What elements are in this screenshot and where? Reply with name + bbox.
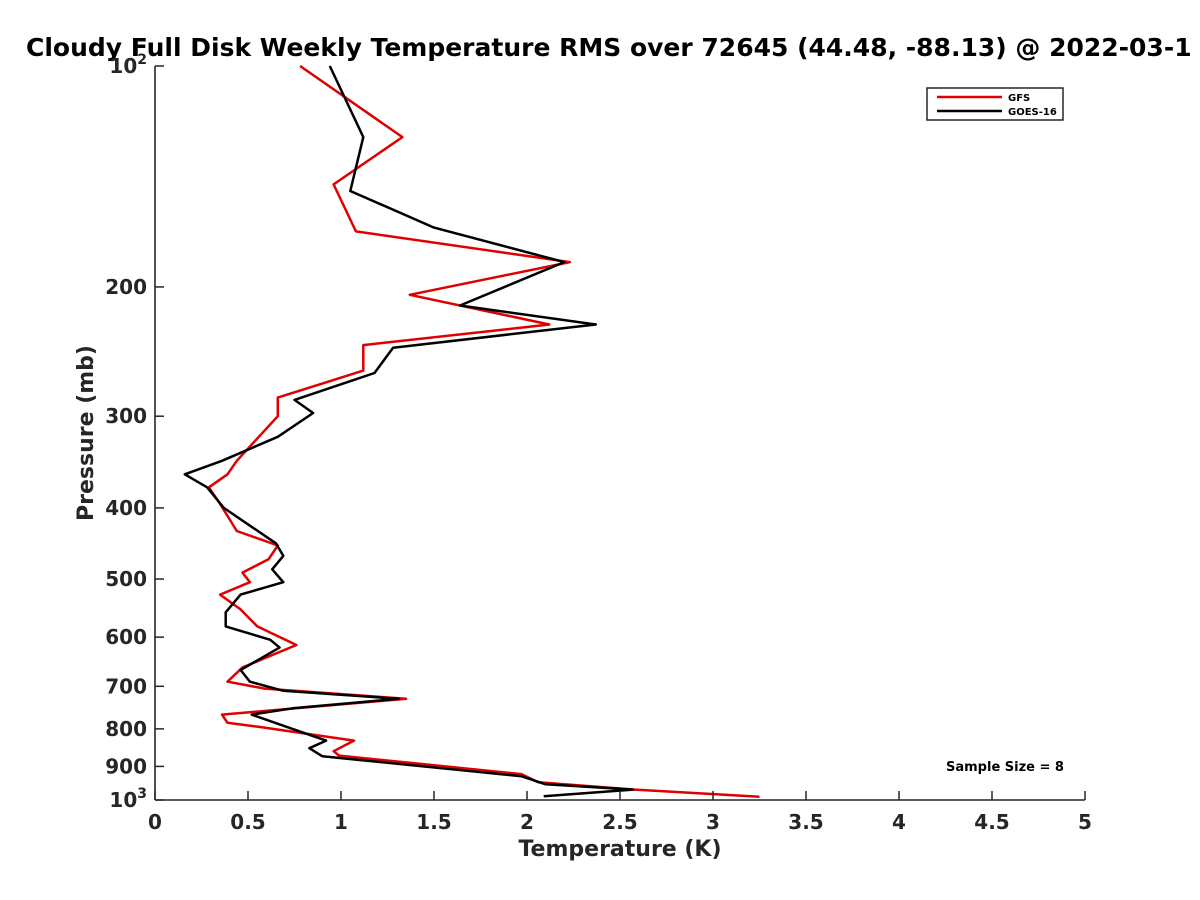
y-tick-label: 400	[105, 496, 147, 520]
series-line-0	[207, 64, 760, 799]
x-tick-label: 0	[148, 810, 162, 834]
y-tick-label: 700	[105, 674, 147, 698]
x-tick-label: 0.5	[230, 810, 265, 834]
y-axis-label: Pressure (mb)	[74, 345, 99, 521]
legend-label-goes-16: GOES-16	[1008, 107, 1057, 118]
x-tick-label: 4.5	[974, 810, 1009, 834]
x-tick-label: 1.5	[416, 810, 451, 834]
y-tick-label: 600	[105, 625, 147, 649]
x-tick-label: 1	[334, 810, 348, 834]
x-tick-label: 2	[520, 810, 534, 834]
x-tick-label: 3.5	[788, 810, 823, 834]
x-tick-label: 4	[892, 810, 906, 834]
series-line-1	[183, 65, 635, 798]
x-axis-label: Temperature (K)	[518, 837, 721, 862]
legend-label-gfs: GFS	[1008, 93, 1030, 104]
y-tick-label: 300	[105, 404, 147, 428]
y-tick-label: 103	[109, 786, 147, 812]
x-tick-label: 2.5	[602, 810, 637, 834]
y-tick-label: 500	[105, 567, 147, 591]
legend: GFS GOES-16	[926, 87, 1064, 121]
sample-size-annotation: Sample Size = 8	[946, 760, 1064, 775]
y-tick-label: 800	[105, 717, 147, 741]
legend-box	[926, 87, 1064, 121]
y-tick-label: 200	[105, 275, 147, 299]
y-tick-label: 102	[109, 52, 147, 78]
plot-area	[183, 64, 760, 799]
x-tick-label: 5	[1078, 810, 1092, 834]
y-ticks: 102 200 300 400 500 600 700 800 900 103	[105, 52, 164, 812]
y-tick-label: 900	[105, 754, 147, 778]
chart-title: Cloudy Full Disk Weekly Temperature RMS …	[26, 33, 1192, 62]
x-ticks: 0 0.5 1 1.5 2 2.5 3 3.5 4 4.5 5	[148, 791, 1092, 834]
x-tick-label: 3	[706, 810, 720, 834]
